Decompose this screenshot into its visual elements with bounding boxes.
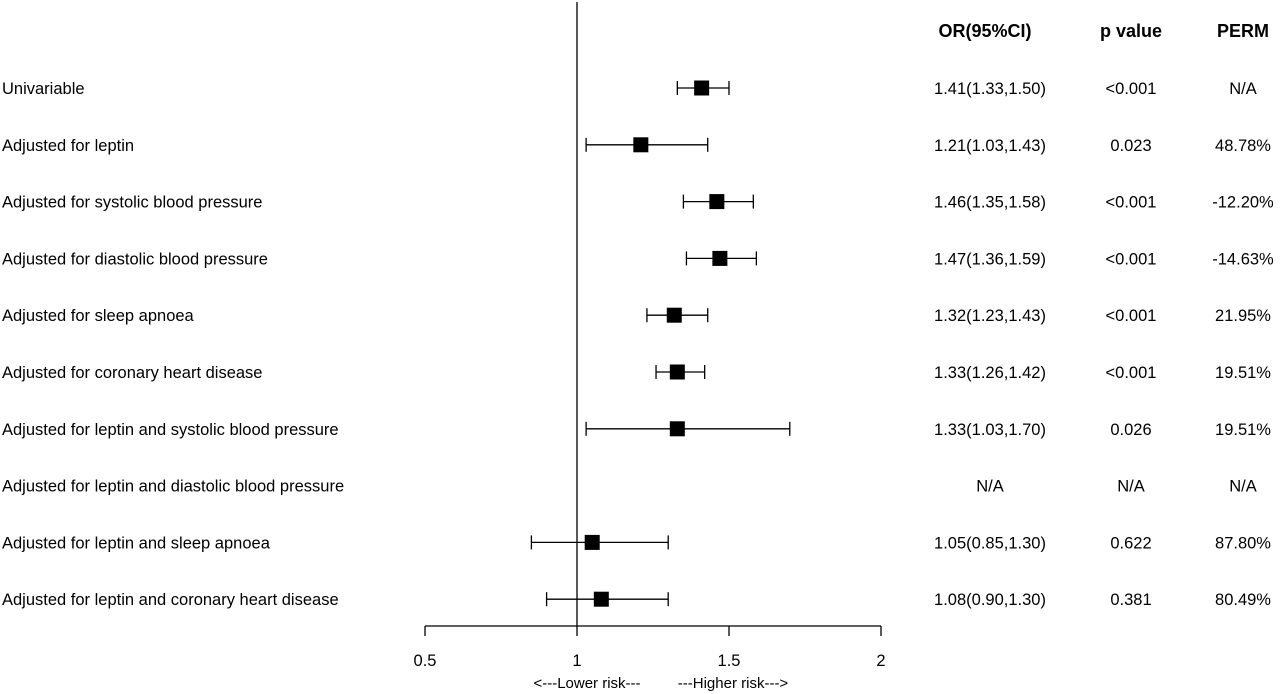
perm-text: -14.63%	[1212, 250, 1274, 268]
or-ci-text: 1.05(0.85,1.30)	[934, 534, 1046, 552]
column-headers: OR(95%CI) p value PERM	[938, 21, 1269, 41]
p-value-text: N/A	[1117, 478, 1145, 496]
or-point	[633, 137, 649, 153]
or-point	[669, 364, 685, 380]
row-label: Adjusted for systolic blood pressure	[2, 194, 262, 212]
perm-text: 19.51%	[1215, 364, 1271, 382]
forest-row: Adjusted for leptin and coronary heart d…	[2, 591, 1271, 609]
p-value-text: <0.001	[1106, 194, 1157, 212]
or-point	[694, 80, 710, 96]
lower-risk-label: <---Lower risk---	[533, 675, 640, 692]
x-tick-label: 1.5	[718, 652, 741, 670]
p-value-text: 0.381	[1110, 591, 1151, 609]
forest-row: Univariable 1.41(1.33,1.50) <0.001 N/A	[2, 80, 1257, 98]
perm-text: 21.95%	[1215, 307, 1271, 325]
perm-text: 48.78%	[1215, 137, 1271, 155]
header-p-value: p value	[1100, 21, 1162, 41]
p-value-text: 0.622	[1110, 534, 1151, 552]
or-ci-text: 1.33(1.03,1.70)	[934, 421, 1046, 439]
forest-row: Adjusted for leptin and sleep apnoea 1.05…	[2, 534, 1271, 552]
or-point	[712, 250, 728, 266]
or-point	[584, 534, 600, 550]
p-value-text: <0.001	[1106, 364, 1157, 382]
perm-text: N/A	[1229, 80, 1257, 98]
or-ci-text: 1.41(1.33,1.50)	[934, 80, 1046, 98]
p-value-text: <0.001	[1106, 307, 1157, 325]
perm-text: 80.49%	[1215, 591, 1271, 609]
or-ci-text: 1.08(0.90,1.30)	[934, 591, 1046, 609]
row-label: Univariable	[2, 80, 85, 98]
higher-risk-label: ---Higher risk--->	[678, 675, 789, 692]
row-label: Adjusted for diastolic blood pressure	[2, 250, 268, 268]
header-perm: PERM	[1217, 21, 1269, 41]
row-label: Adjusted for sleep apnoea	[2, 307, 195, 325]
or-ci-text: 1.21(1.03,1.43)	[934, 137, 1046, 155]
risk-labels: <---Lower risk--- ---Higher risk--->	[533, 675, 788, 692]
forest-row: Adjusted for leptin and diastolic blood …	[2, 478, 1257, 496]
perm-text: 87.80%	[1215, 534, 1271, 552]
x-tick-label: 1	[572, 652, 581, 670]
header-or: OR(95%CI)	[938, 21, 1031, 41]
or-ci-text: 1.46(1.35,1.58)	[934, 194, 1046, 212]
or-ci-text: N/A	[976, 478, 1004, 496]
rows: Univariable 1.41(1.33,1.50) <0.001 N/A Adjus…	[2, 80, 1274, 609]
p-value-text: <0.001	[1106, 250, 1157, 268]
row-label: Adjusted for leptin and systolic blood p…	[2, 421, 339, 439]
x-tick-label: 0.5	[414, 652, 437, 670]
x-tick-label: 2	[876, 652, 885, 670]
or-ci-text: 1.47(1.36,1.59)	[934, 250, 1046, 268]
perm-text: 19.51%	[1215, 421, 1271, 439]
or-point	[669, 421, 685, 437]
row-label: Adjusted for leptin and coronary heart d…	[2, 591, 339, 609]
or-ci-text: 1.32(1.23,1.43)	[934, 307, 1046, 325]
row-label: Adjusted for coronary heart disease	[2, 364, 262, 382]
forest-row: Adjusted for diastolic blood pressure 1.4…	[2, 250, 1274, 268]
x-axis: 0.5 1 1.5 2	[414, 625, 886, 670]
or-point	[709, 194, 725, 210]
row-label: Adjusted for leptin and sleep apnoea	[2, 534, 271, 552]
p-value-text: <0.001	[1106, 80, 1157, 98]
row-label: Adjusted for leptin and diastolic blood …	[2, 478, 344, 496]
p-value-text: 0.026	[1110, 421, 1151, 439]
perm-text: N/A	[1229, 478, 1257, 496]
or-point	[666, 307, 682, 323]
perm-text: -12.20%	[1212, 194, 1274, 212]
forest-row: Adjusted for coronary heart disease 1.33(…	[2, 364, 1271, 382]
forest-row: Adjusted for systolic blood pressure 1.46…	[2, 194, 1274, 212]
forest-row: Adjusted for leptin 1.21(1.03,1.43) 0.023 4…	[2, 137, 1271, 155]
or-ci-text: 1.33(1.26,1.42)	[934, 364, 1046, 382]
forest-row: Adjusted for sleep apnoea 1.32(1.23,1.43)…	[2, 307, 1271, 325]
row-label: Adjusted for leptin	[2, 137, 134, 155]
or-point	[593, 591, 609, 607]
forest-row: Adjusted for leptin and systolic blood p…	[2, 421, 1271, 439]
p-value-text: 0.023	[1110, 137, 1151, 155]
